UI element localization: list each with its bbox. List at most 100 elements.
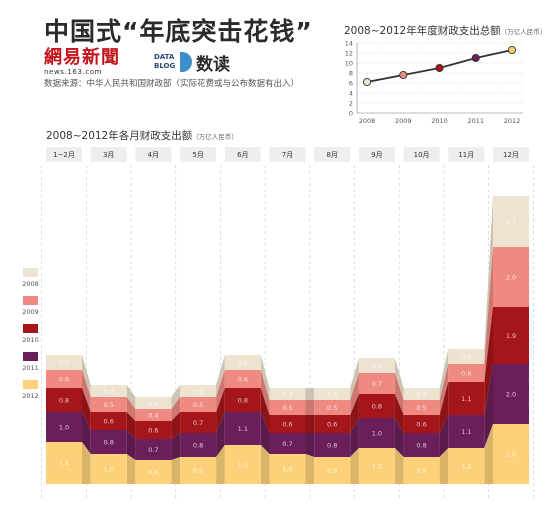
connector-2010-2 bbox=[171, 412, 181, 439]
line-chart-unit: （万亿人民币） bbox=[500, 28, 547, 36]
value-label-2010-6: 0.6 bbox=[327, 420, 337, 428]
connector-2011-5 bbox=[305, 433, 315, 457]
segment-2008-8 bbox=[403, 388, 440, 400]
legend-label-2009: 2009 bbox=[22, 308, 39, 316]
value-label-2009-1: 0.5 bbox=[104, 401, 114, 409]
value-label-2008-8: 0.4 bbox=[416, 390, 426, 398]
connector-2010-0 bbox=[82, 388, 91, 430]
value-label-2008-2: 0.4 bbox=[148, 399, 158, 407]
segment-2011-0 bbox=[46, 412, 82, 442]
connector-2012-9 bbox=[484, 424, 493, 484]
y-tick-label-5: 10 bbox=[345, 59, 353, 67]
month-label-4: 6月 bbox=[237, 151, 248, 159]
legend-swatch-2011 bbox=[23, 352, 38, 361]
segment-2010-1 bbox=[90, 412, 127, 430]
segment-2009-7 bbox=[358, 373, 395, 394]
x-tick-label-2009: 2009 bbox=[395, 117, 412, 125]
segment-2009-8 bbox=[403, 400, 440, 415]
connector-2008-7 bbox=[394, 358, 404, 400]
datablog-line1: DATA bbox=[154, 53, 175, 61]
x-tick-label-2012: 2012 bbox=[504, 117, 521, 125]
connector-2011-2 bbox=[171, 433, 181, 460]
segment-2010-0 bbox=[46, 388, 82, 412]
segment-2011-5 bbox=[269, 433, 306, 454]
segment-2011-1 bbox=[90, 430, 127, 454]
segment-2010-4 bbox=[224, 388, 261, 412]
connector-2008-3 bbox=[216, 355, 225, 397]
segment-2011-10 bbox=[493, 364, 529, 424]
segment-2012-5 bbox=[269, 454, 306, 484]
line-chart-title: 2008~2012年年度财政支出总额（万亿人民币） bbox=[344, 23, 546, 38]
segment-2009-2 bbox=[135, 409, 172, 421]
value-label-2008-1: 0.4 bbox=[104, 387, 114, 395]
annual-point-2008 bbox=[362, 77, 372, 87]
connector-2009-3 bbox=[216, 370, 225, 412]
value-label-2010-3: 0.7 bbox=[193, 419, 203, 427]
value-label-2009-9: 0.6 bbox=[461, 369, 471, 377]
segment-2011-7 bbox=[358, 418, 395, 448]
value-label-2012-2: 0.8 bbox=[148, 468, 158, 476]
y-tick-label-0: 0 bbox=[349, 109, 353, 117]
value-label-2012-9: 1.2 bbox=[461, 462, 471, 470]
connector-2009-0 bbox=[82, 370, 91, 412]
month-label-6: 8月 bbox=[326, 151, 337, 159]
legend-swatch-2010 bbox=[23, 324, 38, 333]
section-name: 数读 bbox=[196, 55, 230, 75]
connector-2010-9 bbox=[484, 307, 493, 415]
connector-2010-4 bbox=[260, 388, 270, 433]
legend-swatch-2012 bbox=[23, 380, 38, 389]
legend-swatch-2009 bbox=[23, 296, 38, 305]
segment-2008-3 bbox=[180, 385, 217, 397]
connector-2012-7 bbox=[394, 448, 404, 484]
value-label-2009-6: 0.5 bbox=[327, 404, 337, 412]
connector-2010-5 bbox=[305, 415, 315, 433]
connector-2012-5 bbox=[305, 454, 315, 484]
value-label-2011-2: 0.7 bbox=[148, 446, 158, 454]
month-header-bar-10 bbox=[493, 147, 529, 162]
segment-2012-2 bbox=[135, 460, 172, 484]
connector-2011-4 bbox=[260, 412, 270, 454]
value-label-2010-0: 0.8 bbox=[59, 396, 69, 404]
month-header-bar-7 bbox=[358, 147, 395, 162]
connector-2011-9 bbox=[484, 364, 493, 448]
value-label-2008-10: 1.7 bbox=[506, 218, 516, 226]
connector-2012-2 bbox=[171, 457, 181, 484]
connector-2010-1 bbox=[126, 412, 136, 439]
connector-2012-1 bbox=[126, 454, 136, 484]
value-label-2011-7: 1.0 bbox=[372, 429, 382, 437]
connector-2011-0 bbox=[82, 412, 91, 454]
month-label-3: 5月 bbox=[192, 151, 203, 159]
connector-2009-7 bbox=[394, 373, 404, 415]
segment-2012-9 bbox=[448, 448, 485, 484]
value-label-2008-3: 0.4 bbox=[193, 387, 203, 395]
x-tick-label-2008: 2008 bbox=[359, 117, 376, 125]
segment-2010-7 bbox=[358, 394, 395, 418]
value-label-2010-5: 0.6 bbox=[282, 420, 292, 428]
legend-label-2010: 2010 bbox=[22, 336, 39, 344]
connector-2009-1 bbox=[126, 397, 136, 421]
month-label-9: 11月 bbox=[458, 151, 474, 159]
segment-2012-0 bbox=[46, 442, 82, 484]
connector-2011-8 bbox=[439, 415, 449, 457]
segment-2012-7 bbox=[358, 448, 395, 484]
month-label-0: 1~2月 bbox=[53, 151, 75, 159]
segment-2011-8 bbox=[403, 433, 440, 457]
segment-2012-6 bbox=[314, 457, 351, 484]
value-label-2008-5: 0.4 bbox=[282, 390, 292, 398]
value-label-2009-2: 0.4 bbox=[148, 411, 158, 419]
segment-2010-3 bbox=[180, 412, 217, 433]
segment-2008-10 bbox=[493, 196, 529, 247]
y-tick-label-7: 14 bbox=[345, 39, 353, 47]
connector-2011-1 bbox=[126, 430, 136, 460]
value-label-2012-0: 1.4 bbox=[59, 459, 69, 467]
value-label-2012-5: 1.0 bbox=[282, 465, 292, 473]
value-label-2010-10: 1.9 bbox=[506, 332, 516, 340]
value-label-2010-4: 0.8 bbox=[238, 396, 248, 404]
segment-2011-6 bbox=[314, 433, 351, 457]
segment-2012-8 bbox=[403, 457, 440, 484]
segment-2009-0 bbox=[46, 370, 82, 388]
month-header-bar-4 bbox=[224, 147, 261, 162]
monthly-chart-unit: （万亿人民币） bbox=[192, 133, 238, 141]
value-label-2009-10: 2.0 bbox=[506, 273, 516, 281]
datablog-line2: BLOG bbox=[154, 62, 176, 70]
